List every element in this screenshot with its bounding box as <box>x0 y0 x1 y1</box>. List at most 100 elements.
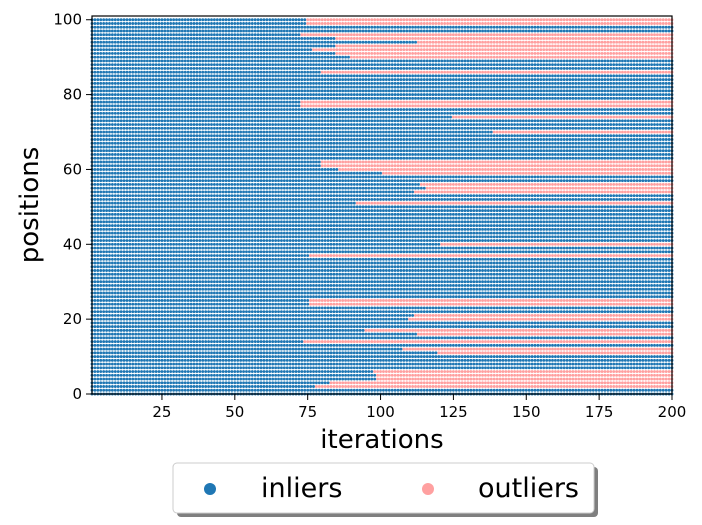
inlier-point <box>428 388 432 392</box>
inlier-point <box>148 388 152 392</box>
inlier-point <box>481 280 484 284</box>
inlier-point <box>390 336 394 340</box>
inlier-point <box>110 310 114 314</box>
inlier-point <box>661 388 665 392</box>
inlier-point <box>524 355 528 359</box>
inlier-point <box>521 355 525 359</box>
inlier-point <box>131 321 135 325</box>
inlier-point <box>463 306 467 310</box>
inlier-point <box>355 317 359 321</box>
inlier-point <box>183 340 187 344</box>
inlier-point <box>236 272 240 276</box>
inlier-point <box>419 321 423 325</box>
inlier-point <box>271 310 275 314</box>
inlier-point <box>463 291 467 295</box>
inlier-point <box>128 355 132 359</box>
inlier-point <box>591 295 595 299</box>
inlier-point <box>335 332 339 336</box>
inlier-point <box>373 355 377 359</box>
inlier-point <box>140 340 143 344</box>
inlier-point <box>323 362 327 366</box>
inlier-point <box>224 377 228 381</box>
inlier-point <box>551 287 554 291</box>
inlier-point <box>154 343 158 347</box>
inlier-point <box>239 291 243 295</box>
inlier-point <box>245 358 248 362</box>
inlier-point <box>108 381 111 385</box>
inlier-point <box>376 287 380 291</box>
inlier-point <box>105 336 109 340</box>
inlier-point <box>233 351 237 355</box>
inlier-point <box>408 321 412 325</box>
inlier-point <box>108 351 111 355</box>
inlier-point <box>317 358 321 362</box>
inlier-point <box>218 325 222 329</box>
inlier-point <box>524 388 528 392</box>
inlier-point <box>545 366 549 370</box>
inlier-point <box>163 287 167 291</box>
inlier-point <box>134 355 138 359</box>
inlier-point <box>390 388 394 392</box>
inlier-point <box>108 276 111 280</box>
inlier-point <box>212 306 216 310</box>
inlier-point <box>125 306 129 310</box>
inlier-point <box>521 321 525 325</box>
inlier-point <box>207 325 211 329</box>
inlier-point <box>172 276 176 280</box>
inlier-point <box>245 298 248 302</box>
inlier-point <box>335 284 339 287</box>
inlier-point <box>163 388 167 392</box>
inlier-point <box>285 276 289 280</box>
inlier-point <box>382 306 385 310</box>
inlier-point <box>370 317 374 321</box>
inlier-point <box>376 332 380 336</box>
inlier-point <box>618 284 621 287</box>
inlier-point <box>280 276 283 280</box>
inlier-point <box>204 272 208 276</box>
inlier-point <box>463 276 467 280</box>
inlier-point <box>288 317 292 321</box>
inlier-point <box>597 287 601 291</box>
inlier-point <box>591 343 595 347</box>
inlier-point <box>201 332 205 336</box>
inlier-point <box>317 370 321 373</box>
inlier-point <box>559 280 563 284</box>
inlier-point <box>405 313 409 317</box>
inlier-point <box>172 280 176 284</box>
inlier-point <box>344 284 348 287</box>
inlier-point <box>609 306 613 310</box>
inlier-point <box>524 336 528 340</box>
inlier-point <box>239 340 243 344</box>
inlier-point <box>93 340 97 344</box>
inlier-point <box>265 321 269 325</box>
inlier-point <box>145 325 149 329</box>
inlier-point <box>518 295 522 299</box>
inlier-point <box>411 336 415 340</box>
inlier-point <box>134 332 138 336</box>
inlier-point <box>242 295 246 299</box>
inlier-point <box>533 355 537 359</box>
inlier-point <box>227 332 231 336</box>
inlier-point <box>606 280 610 284</box>
inlier-point <box>306 373 310 377</box>
inlier-point <box>396 351 400 355</box>
inlier-point <box>140 343 143 347</box>
inlier-point <box>157 276 161 280</box>
inlier-point <box>207 336 211 340</box>
inlier-point <box>268 276 272 280</box>
inlier-point <box>586 287 589 291</box>
inlier-point <box>116 381 120 385</box>
inlier-point <box>175 370 178 373</box>
inlier-point <box>591 355 595 359</box>
inlier-point <box>140 385 143 388</box>
inlier-point <box>326 373 330 377</box>
inlier-point <box>300 370 304 373</box>
inlier-point <box>393 287 397 291</box>
inlier-point <box>536 321 540 325</box>
inlier-point <box>370 325 374 329</box>
inlier-point <box>338 276 342 280</box>
inlier-point <box>358 358 362 362</box>
inlier-point <box>236 310 240 314</box>
inlier-point <box>247 321 251 325</box>
inlier-point <box>591 280 595 284</box>
